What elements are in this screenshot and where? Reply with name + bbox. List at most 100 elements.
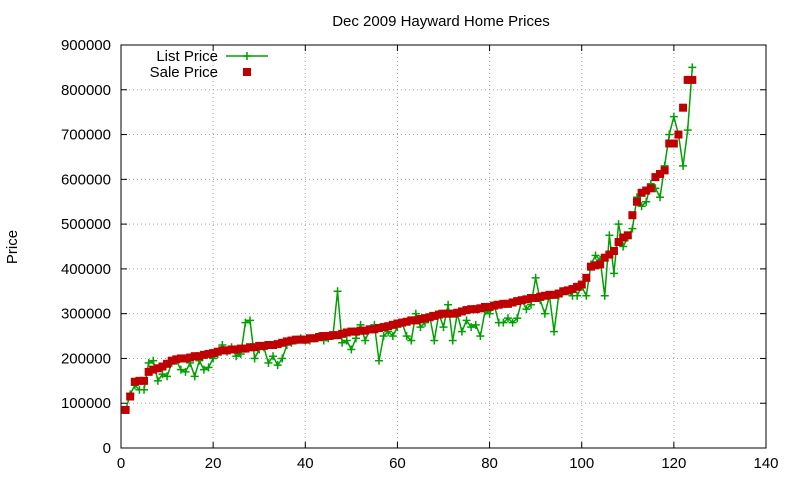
list-price-point xyxy=(411,309,420,318)
sale-price-point xyxy=(444,309,453,318)
sale-price-point xyxy=(393,319,402,328)
list-price-point xyxy=(181,367,190,376)
sale-price-point xyxy=(669,139,678,148)
list-price-point xyxy=(333,287,342,296)
list-price-point xyxy=(278,354,287,363)
sale-price-point xyxy=(384,322,393,331)
sale-price-point xyxy=(227,345,236,354)
sale-price-point xyxy=(416,315,425,324)
sale-price-point xyxy=(195,352,204,361)
sale-price-point xyxy=(656,169,665,178)
sale-price-point xyxy=(241,344,250,353)
list-price-point xyxy=(550,327,559,336)
sale-price-point xyxy=(347,327,356,336)
sale-price-point xyxy=(315,332,324,341)
sale-price-point xyxy=(319,332,328,341)
sale-price-point xyxy=(504,299,512,308)
y-tick-label: 900000 xyxy=(61,37,111,54)
sale-price-point xyxy=(605,250,614,259)
sale-price-point xyxy=(499,299,508,308)
sale-price-point xyxy=(324,332,333,341)
sale-price-point xyxy=(167,356,176,365)
y-tick-label: 100000 xyxy=(61,395,111,412)
sale-price-point xyxy=(250,343,259,352)
x-tick-label: 80 xyxy=(481,455,498,472)
sale-price-point xyxy=(144,367,153,376)
list-price-point xyxy=(669,112,678,121)
sale-price-point xyxy=(402,317,411,326)
sale-price-point xyxy=(531,293,540,302)
sale-price-point xyxy=(568,285,577,294)
sale-price-point xyxy=(296,335,305,344)
sale-price-point xyxy=(204,349,213,358)
legend-label: Sale Price xyxy=(150,64,218,81)
sale-price-point xyxy=(287,336,296,345)
list-price-point xyxy=(540,309,549,318)
sale-price-point xyxy=(609,246,618,255)
list-price-point xyxy=(158,370,167,379)
y-tick-label: 200000 xyxy=(61,350,111,367)
list-price-point xyxy=(656,193,665,202)
y-tick-label: 500000 xyxy=(61,216,111,233)
sale-price-point xyxy=(457,307,466,316)
sale-price-point xyxy=(282,337,291,346)
x-tick-label: 120 xyxy=(661,455,686,472)
sale-price-series xyxy=(121,75,697,414)
sale-price-point xyxy=(163,359,172,368)
y-tick-label: 0 xyxy=(103,440,111,457)
sale-price-point xyxy=(559,287,568,296)
sale-price-point xyxy=(153,364,162,373)
sale-price-point xyxy=(480,302,489,311)
list-price-point xyxy=(628,224,637,233)
list-price-point xyxy=(273,361,282,370)
sale-price-point xyxy=(623,231,632,240)
sale-price-point xyxy=(172,355,181,364)
sale-price-point xyxy=(614,238,623,247)
sale-price-point xyxy=(582,273,591,282)
sale-price-point xyxy=(176,354,185,363)
list-price-point xyxy=(338,338,347,347)
sale-price-point xyxy=(342,328,351,337)
x-tick-label: 40 xyxy=(297,455,314,472)
list-price-point xyxy=(448,336,457,345)
sale-price-point xyxy=(508,298,517,307)
list-price-point xyxy=(250,354,259,363)
sale-price-point xyxy=(181,354,190,363)
list-price-point xyxy=(573,291,582,300)
list-price-point xyxy=(204,363,213,372)
sale-price-point xyxy=(540,291,549,300)
list-price-point xyxy=(605,231,614,240)
sale-price-point xyxy=(522,295,531,304)
sale-price-point xyxy=(591,261,600,270)
sale-price-point xyxy=(434,310,443,319)
list-price-point xyxy=(176,365,185,374)
list-price-point xyxy=(513,314,522,323)
list-price-point xyxy=(144,358,153,367)
sale-price-point xyxy=(563,286,572,295)
list-price-point xyxy=(416,323,425,332)
x-tick-label: 0 xyxy=(117,455,125,472)
sale-price-point xyxy=(411,316,420,325)
sale-price-point xyxy=(490,301,499,310)
sale-price-point xyxy=(407,316,416,325)
sale-price-point xyxy=(292,335,301,344)
y-tick-label: 600000 xyxy=(61,171,111,188)
list-price-point xyxy=(163,372,172,381)
list-price-point xyxy=(642,197,651,206)
list-price-point xyxy=(375,356,383,365)
sale-price-point xyxy=(577,280,586,289)
sale-price-point xyxy=(439,309,448,318)
sale-price-point xyxy=(517,296,526,305)
sale-price-point xyxy=(637,188,646,197)
sale-price-point xyxy=(642,186,651,195)
sale-price-point xyxy=(190,352,199,361)
sale-price-point xyxy=(430,311,439,320)
sale-price-point xyxy=(365,325,374,334)
list-price-point xyxy=(347,345,356,354)
sale-price-point xyxy=(121,405,130,414)
sale-price-point xyxy=(236,344,245,353)
list-price-point xyxy=(232,352,241,361)
list-price-point xyxy=(665,130,674,139)
sale-price-point xyxy=(425,313,434,322)
